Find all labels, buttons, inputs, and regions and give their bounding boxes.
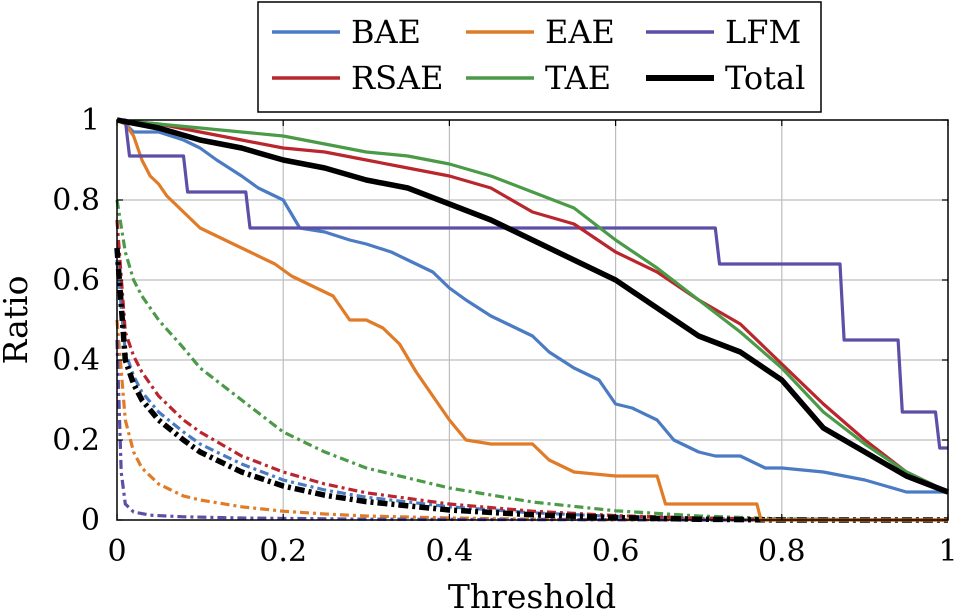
legend-label: TAE [545,59,611,97]
y-tick-label: 1 [81,103,100,138]
baseline-5b4fa8-dashdot-line [115,339,948,522]
y-tick-label: 0.2 [52,423,100,458]
x-tick-label: 0 [107,534,126,569]
eae-solid-line [116,118,948,522]
legend-label: BAE [351,13,421,51]
total-solid-line [116,117,949,495]
legend-label: Total [725,59,805,97]
tae-solid-line [116,118,949,494]
plot-frame [116,119,949,521]
baseline-b9262d-dashdot-line [115,219,948,522]
y-tick-label: 0.6 [52,263,100,298]
baseline-4a9a48-dashdot-line [115,199,949,522]
baseline-000000-dashdot-line [114,247,948,523]
y-axis-label: Ratio [0,276,35,365]
y-tick-label: 0 [81,503,100,538]
legend-label: EAE [545,13,615,51]
rsae-solid-line [116,118,949,494]
baseline-e07b28-dashdot-line [115,319,948,522]
x-tick-label: 0.8 [758,534,806,569]
x-tick-label: 0.4 [426,534,474,569]
axis-ticks: 0 0.2 0.4 0.6 0.8 1 0 0.2 0.4 0.6 0.8 1 [52,103,956,569]
legend: BAE EAE LFM RSAE TAE Total [257,1,822,113]
grid [117,120,948,520]
baseline-4a7bc3-dashdot-line [115,259,948,522]
legend-label: RSAE [351,59,443,97]
x-axis-label: Threshold [448,577,616,612]
bae-solid-line [116,118,948,494]
x-tick-label: 0.6 [592,534,640,569]
legend-label: LFM [725,13,801,51]
legend-box [257,1,822,113]
x-tick-label: 1 [938,534,956,569]
series-lines [114,117,949,523]
x-tick-label: 0.2 [259,534,307,569]
y-tick-label: 0.8 [52,183,100,218]
y-tick-label: 0.4 [52,343,100,378]
lfm-solid-line [117,118,948,450]
